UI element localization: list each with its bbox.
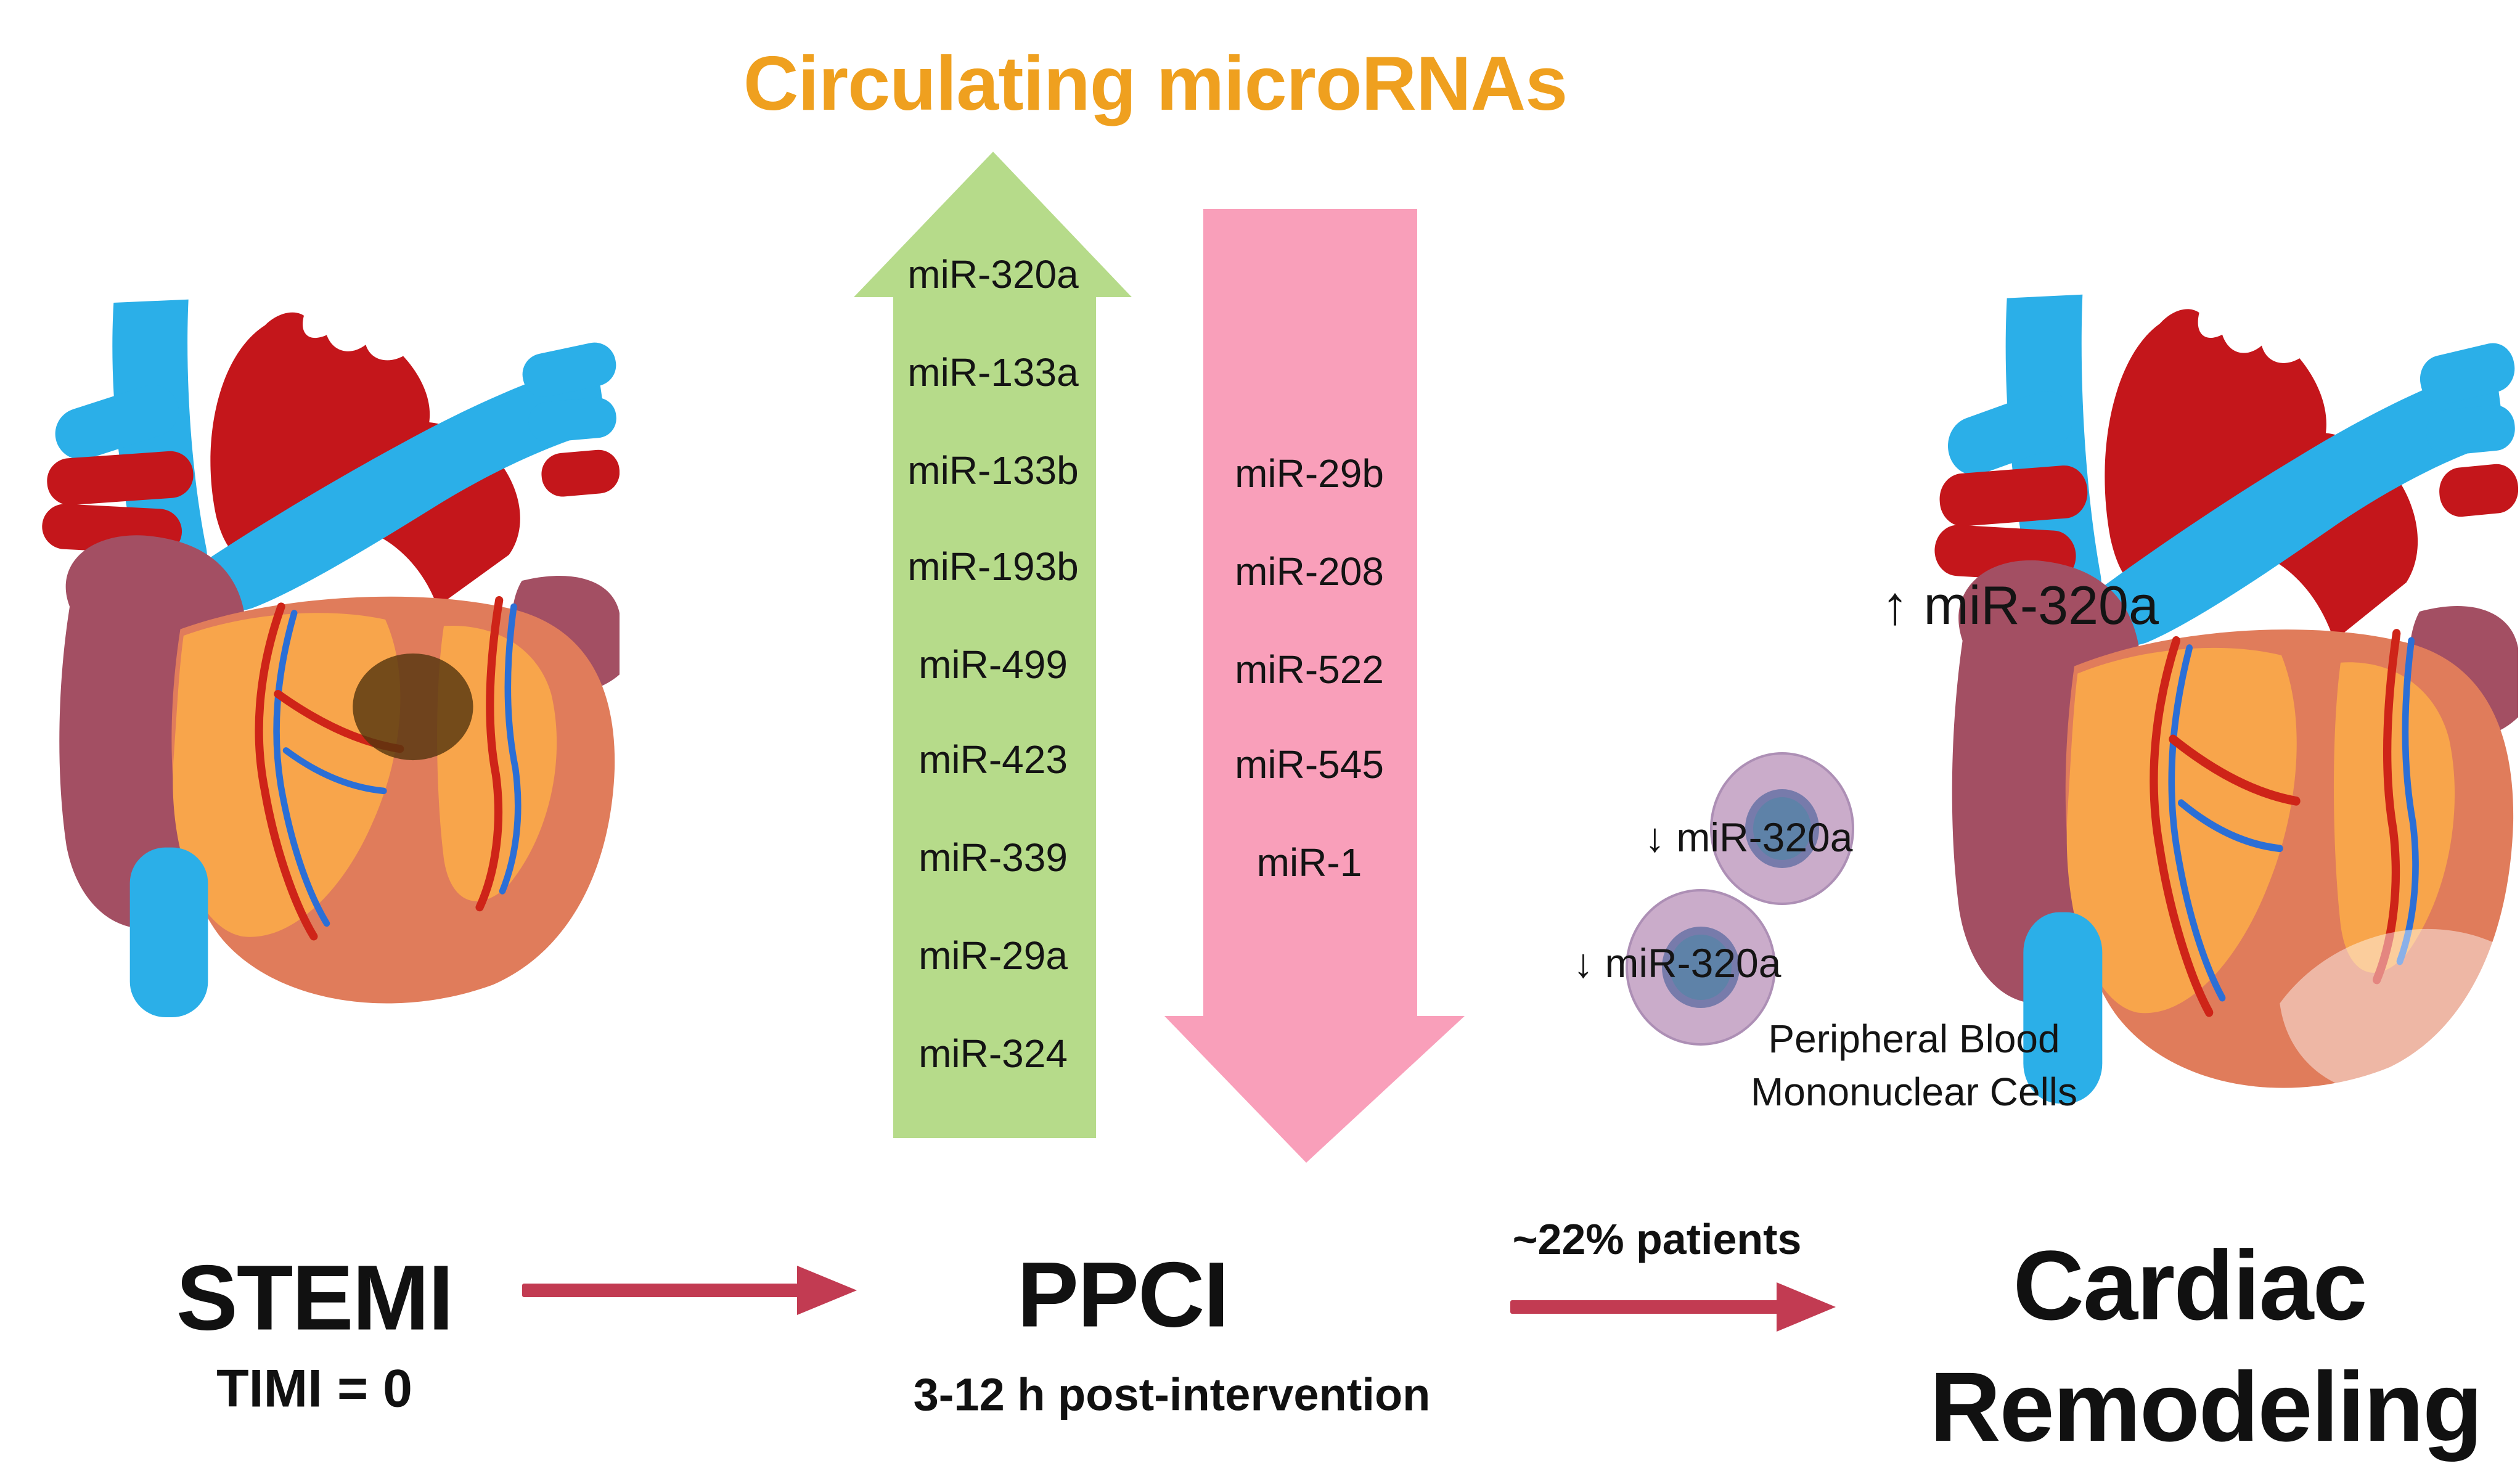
mirna-label: miR-339 — [918, 835, 1068, 880]
artery-stub-icon — [47, 451, 194, 506]
artery-stub-icon — [541, 449, 620, 497]
pulmonary-artery-shape — [2079, 364, 2505, 647]
mirna-label: miR-423 — [918, 737, 1068, 782]
inferior-vena-cava-shape — [129, 847, 208, 1017]
remodeling-pale-region — [2280, 928, 2502, 1095]
stage-ppci-label: PPCI — [1017, 1242, 1229, 1346]
right-heart-illustration — [1934, 294, 2518, 1104]
inferior-vena-cava-shape — [2023, 912, 2103, 1104]
pbmc-mir-annotation: ↓ miR-320a — [1573, 940, 1781, 986]
pulmonary-vein-stub-icon — [55, 385, 179, 460]
infarct-spot — [353, 653, 473, 761]
mirna-label: miR-324 — [918, 1031, 1068, 1076]
artery-stub-icon — [1939, 465, 2088, 526]
stage-stemi-label: STEMI — [176, 1245, 454, 1350]
pbmc-cell — [1710, 752, 1854, 905]
myocardium-shape — [173, 613, 401, 937]
mirna-label: miR-133b — [907, 448, 1079, 493]
flow-arrow-icon — [522, 1266, 857, 1315]
outcome-label-line2: Remodeling — [1929, 1351, 2483, 1462]
pbmc-caption-line1: Peripheral Blood — [1768, 1017, 2060, 1061]
vein-stub-icon — [2426, 405, 2515, 456]
mirna-label: miR-522 — [1235, 647, 1384, 692]
pbmc-mir-text: miR-320a — [1676, 814, 1853, 860]
down-arrow-glyph-icon: ↓ — [1573, 940, 1593, 986]
flow-arrow-icon — [1510, 1282, 1836, 1332]
right-heart-mir-annotation: ↑ miR-320a — [1881, 574, 2159, 637]
pbmc-mir-annotation: ↓ miR-320a — [1645, 814, 1852, 861]
stage-stemi-sublabel: TIMI = 0 — [216, 1359, 412, 1419]
outcome-label-line1: Cardiac — [2013, 1230, 2368, 1340]
right-heart-mir-text: miR-320a — [1923, 575, 2159, 636]
mirna-label: miR-1 — [1256, 840, 1362, 885]
mirna-label: miR-545 — [1235, 742, 1384, 787]
vein-stub-icon — [522, 342, 616, 397]
pbmc-mir-text: miR-320a — [1605, 940, 1782, 986]
pbmc-caption-line2: Mononuclear Cells — [1750, 1070, 2078, 1115]
mirna-label: miR-29b — [1235, 451, 1384, 496]
transition-patients-label: ~22% patients — [1512, 1215, 1802, 1263]
mirna-label: miR-320a — [907, 252, 1079, 297]
up-arrow-glyph-icon: ↑ — [1881, 575, 1908, 636]
down-arrow-icon — [1164, 209, 1465, 1163]
myocardium-shape — [2066, 647, 2297, 1014]
down-arrow-glyph-icon: ↓ — [1645, 814, 1665, 860]
left-heart-illustration — [42, 299, 620, 1017]
figure-title: Circulating microRNAs — [743, 41, 1568, 126]
mirna-label: miR-193b — [907, 544, 1079, 589]
mirna-label: miR-499 — [918, 642, 1068, 687]
pulmonary-vein-stub-icon — [1948, 391, 2072, 475]
coronary-vessels — [2150, 629, 2419, 1017]
stage-ppci-sublabel: 3-12 h post-intervention — [913, 1369, 1431, 1420]
pbmc-cell — [1626, 889, 1776, 1046]
vein-stub-icon — [528, 397, 616, 443]
mirna-label: miR-208 — [1235, 549, 1384, 594]
mirna-label: miR-133a — [907, 350, 1079, 395]
mirna-label: miR-29a — [918, 933, 1068, 978]
artery-stub-icon — [2439, 464, 2518, 517]
pulmonary-artery-shape — [185, 361, 607, 612]
pbmc-caption: Peripheral Blood Mononuclear Cells — [1751, 1012, 2077, 1119]
vein-stub-icon — [2420, 343, 2515, 404]
up-arrow-icon — [854, 152, 1132, 1138]
